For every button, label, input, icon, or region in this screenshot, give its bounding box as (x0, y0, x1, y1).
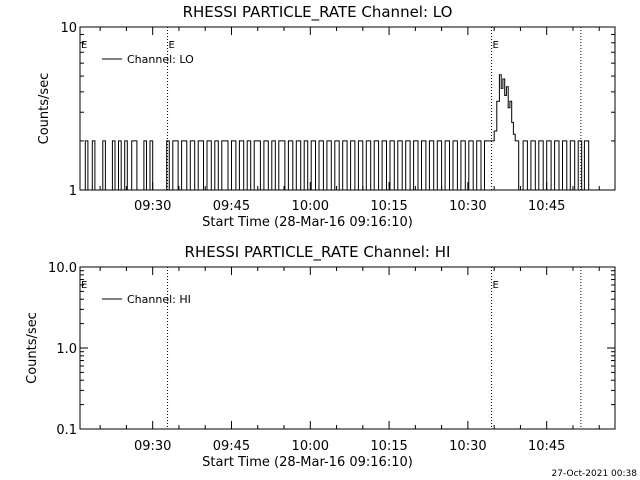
panel2-ytick-label: 10.0 (48, 261, 77, 276)
panel2-ytick-label: 0.1 (56, 423, 77, 438)
panel2-legend-label: Channel: HI (127, 293, 191, 306)
panel2-xtick-label: 10:30 (449, 439, 486, 454)
panel2-xtick-label: 09:45 (213, 439, 250, 454)
panel1-xtick-label: 10:45 (528, 199, 565, 214)
panel2-title: RHESSI PARTICLE_RATE Channel: HI (185, 243, 451, 262)
panel2-event-marker: E (493, 280, 499, 291)
panel1-ytick-label: 1 (69, 184, 77, 199)
panel1-yaxis-label: Counts/sec (37, 73, 52, 145)
panel1-xtick-label: 10:00 (292, 199, 329, 214)
panel1-xtick-label: 09:30 (134, 199, 171, 214)
panel2-xtick-label: 10:45 (528, 439, 565, 454)
panel1-xtick-label: 09:45 (213, 199, 250, 214)
panel2-xtick-label: 10:00 (292, 439, 329, 454)
panel2-xtick-label: 10:15 (370, 439, 407, 454)
panel1-ytick-label: 10 (60, 21, 77, 36)
panel1-legend-label: Channel: LO (127, 53, 194, 66)
panel1-event-marker: E (493, 40, 499, 51)
panel1-edge-marker: E (81, 40, 87, 51)
panel1-xtick-label: 10:15 (370, 199, 407, 214)
panel1-xaxis-label: Start Time (28-Mar-16 09:16:10) (202, 215, 413, 230)
panel2-xtick-label: 09:30 (134, 439, 171, 454)
panel2-yaxis-label: Counts/sec (25, 312, 40, 384)
panel2-plot-frame (79, 266, 616, 430)
panel1-title: RHESSI PARTICLE_RATE Channel: LO (183, 3, 453, 22)
panel1-event-marker: E (169, 40, 175, 51)
panel1-xtick-label: 10:30 (449, 199, 486, 214)
panel2-edge-marker: E (81, 280, 87, 291)
panel2-xaxis-label: Start Time (28-Mar-16 09:16:10) (202, 455, 413, 470)
footer-timestamp: 27-Oct-2021 00:38 (551, 469, 637, 479)
panel1-series-line (80, 74, 590, 191)
panel2-ytick-label: 1.0 (56, 342, 77, 357)
